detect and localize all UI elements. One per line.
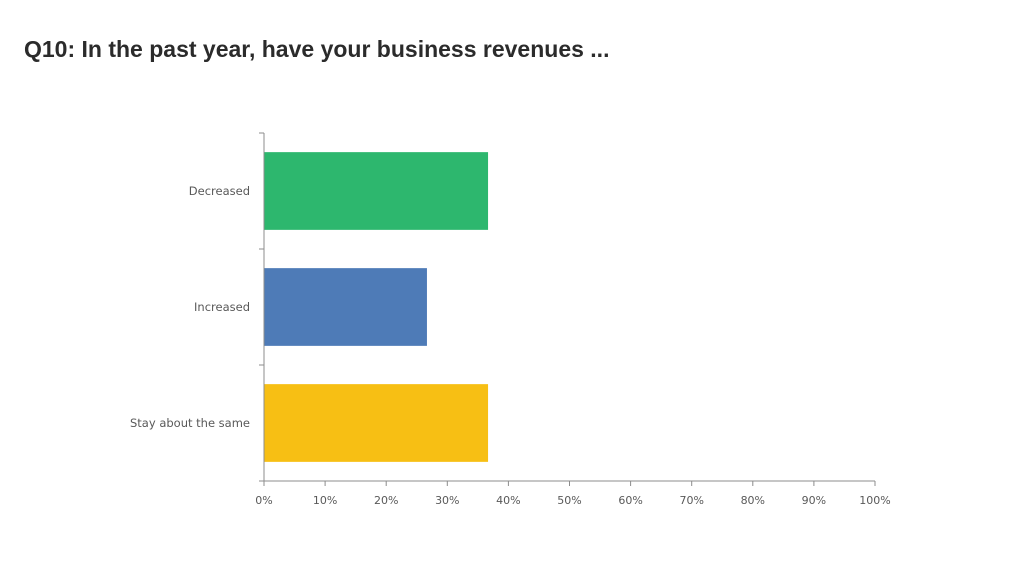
bar-decreased — [264, 152, 489, 230]
x-tick-label: 80% — [741, 494, 765, 507]
x-tick-label: 20% — [374, 494, 398, 507]
bar-stay-about-the-same — [264, 384, 489, 462]
x-tick-label: 60% — [618, 494, 642, 507]
category-label-increased: Increased — [194, 300, 250, 314]
x-tick-label: 40% — [496, 494, 520, 507]
x-tick-label: 90% — [802, 494, 826, 507]
x-tick-label: 50% — [557, 494, 581, 507]
labels-group: Decreased Increased Stay about the same 0% 1… — [130, 184, 891, 507]
x-tick-label: 0% — [255, 494, 272, 507]
bars-group — [264, 152, 489, 462]
bar-increased — [264, 268, 427, 346]
x-tick-label: 100% — [859, 494, 890, 507]
chart-title: Q10: In the past year, have your busines… — [24, 36, 610, 62]
axes-group — [259, 132, 876, 486]
x-tick-label: 30% — [435, 494, 459, 507]
category-label-decreased: Decreased — [189, 184, 250, 198]
category-label-stay-about-the-same: Stay about the same — [130, 416, 250, 430]
x-tick-label: 70% — [679, 494, 703, 507]
x-tick-label: 10% — [313, 494, 337, 507]
